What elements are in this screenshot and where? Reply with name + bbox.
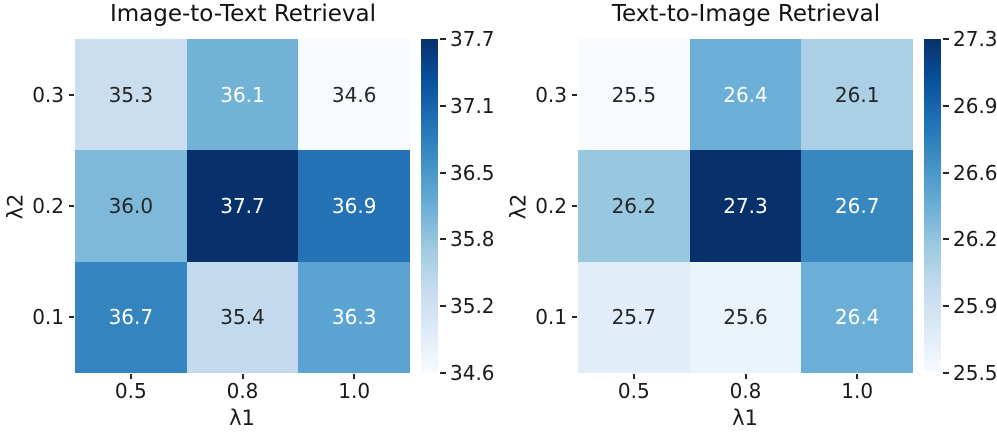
heatmap-cell: 35.4 — [186, 261, 299, 373]
y-tick-mark — [69, 205, 74, 207]
colorbar-tick-label: 37.1 — [450, 93, 495, 118]
colorbar-tick-label: 26.6 — [953, 160, 997, 185]
colorbar-tick-mark — [943, 104, 949, 107]
colorbar — [924, 39, 941, 373]
y-tick-label: 0.1 — [535, 305, 567, 330]
heatmap-cell: 36.7 — [75, 261, 187, 373]
panel-text-to-image: Text-to-Image Retrieval 25.5 26.4 26.1 26.2… — [503, 0, 997, 434]
colorbar-tick-label: 35.2 — [450, 294, 495, 319]
y-tick-label: 0.2 — [535, 194, 567, 218]
colorbar-tick-mark — [440, 372, 446, 374]
heatmap-cell: 26.7 — [801, 150, 913, 262]
x-tick-mark — [632, 374, 635, 379]
colorbar-tick-mark — [440, 238, 446, 241]
y-tick-mark — [69, 93, 74, 96]
y-tick-label: 0.3 — [32, 82, 64, 107]
heatmap-cell: 36.9 — [298, 150, 410, 262]
colorbar-tick-label: 37.7 — [450, 27, 495, 51]
x-tick-mark — [353, 374, 356, 379]
x-tick-mark — [744, 374, 747, 379]
heatmap-cell: 27.3 — [689, 150, 802, 262]
colorbar-tick-label: 27.3 — [953, 27, 997, 51]
x-tick-label: 1.0 — [338, 379, 371, 403]
heatmap-cell: 26.2 — [578, 150, 690, 262]
colorbar-tick-label: 35.8 — [450, 227, 495, 252]
panel-image-to-text: Image-to-Text Retrieval 35.3 36.1 34.6 36.0… — [0, 0, 495, 434]
colorbar-tick-mark — [943, 38, 949, 40]
y-tick-mark — [572, 93, 577, 96]
colorbar-tick-label: 26.9 — [953, 93, 997, 118]
y-tick-label: 0.2 — [32, 194, 64, 218]
heatmap-cell: 26.1 — [801, 39, 913, 151]
heatmap-cell: 34.6 — [298, 39, 410, 151]
colorbar-tick-mark — [943, 305, 949, 308]
heatmap-cell: 25.6 — [689, 261, 802, 373]
colorbar-tick-label: 26.2 — [953, 227, 997, 252]
heatmap-cell: 35.3 — [75, 39, 187, 151]
heatmap-cell: 25.7 — [578, 261, 690, 373]
x-tick-label: 0.5 — [114, 379, 147, 403]
colorbar — [421, 39, 438, 373]
heatmap-cell: 36.0 — [75, 150, 187, 262]
heatmap-cell: 25.5 — [578, 39, 690, 151]
colorbar-tick-mark — [440, 171, 446, 174]
x-tick-label: 1.0 — [841, 379, 874, 403]
colorbar-tick-mark — [440, 38, 446, 40]
x-axis-label: λ1 — [732, 406, 758, 430]
colorbar-tick-mark — [440, 305, 446, 308]
x-tick-mark — [241, 374, 244, 379]
page-title: Image-to-Text Retrieval — [109, 1, 377, 27]
heatmap-grid: 25.5 26.4 26.1 26.2 27.3 26.7 25.7 25.6 26.4 — [578, 39, 913, 373]
colorbar-tick-mark — [943, 238, 949, 241]
colorbar-tick-mark — [440, 104, 446, 107]
heatmap-cell: 37.7 — [186, 150, 299, 262]
y-tick-mark — [69, 316, 74, 319]
heatmap-cell: 36.3 — [298, 261, 410, 373]
y-tick-label: 0.3 — [535, 82, 567, 107]
colorbar-tick-label: 25.9 — [953, 294, 997, 319]
x-tick-label: 0.8 — [226, 379, 259, 403]
x-axis-label: λ1 — [229, 406, 255, 430]
heatmap-grid: 35.3 36.1 34.6 36.0 37.7 36.9 36.7 35.4 36.3 — [75, 39, 410, 373]
y-tick-label: 0.1 — [32, 305, 64, 330]
colorbar-tick-mark — [943, 372, 949, 374]
colorbar-tick-label: 36.5 — [450, 160, 495, 185]
y-tick-mark — [572, 316, 577, 319]
heatmap-cell: 36.1 — [186, 39, 299, 151]
colorbar-tick-label: 34.6 — [450, 361, 495, 385]
x-tick-mark — [129, 374, 132, 379]
colorbar-tick-mark — [943, 171, 949, 174]
x-tick-mark — [856, 374, 859, 379]
x-tick-label: 0.8 — [729, 379, 762, 403]
page-title: Text-to-Image Retrieval — [611, 1, 881, 27]
colorbar-tick-label: 25.5 — [953, 361, 997, 385]
x-tick-label: 0.5 — [617, 379, 650, 403]
heatmap-cell: 26.4 — [689, 39, 802, 151]
y-tick-mark — [572, 205, 577, 207]
heatmap-cell: 26.4 — [801, 261, 913, 373]
